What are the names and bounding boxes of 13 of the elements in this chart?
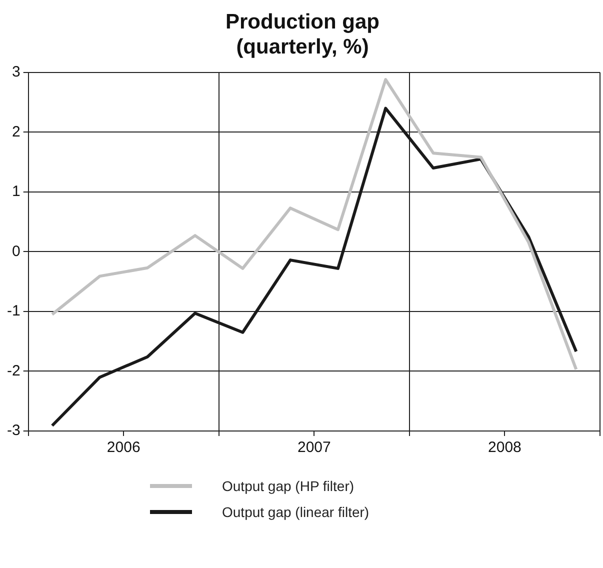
y-tick-label: 1 bbox=[12, 183, 20, 200]
y-tick-label: -3 bbox=[6, 422, 20, 440]
y-tick-label: -1 bbox=[6, 302, 20, 320]
y-tick-label: 3 bbox=[12, 64, 20, 81]
y-tick-label: 2 bbox=[12, 123, 20, 140]
y-tick-label: 0 bbox=[12, 242, 20, 260]
x-tick-label: 2008 bbox=[488, 439, 522, 456]
legend-label: Output gap (HP filter) bbox=[222, 478, 354, 494]
chart-title: Production gap (quarterly, %) bbox=[226, 10, 380, 59]
legend-label: Output gap (linear filter) bbox=[222, 504, 370, 520]
x-tick-label: 2007 bbox=[297, 439, 331, 456]
x-tick-label: 2006 bbox=[106, 439, 140, 456]
y-tick-label: -2 bbox=[6, 362, 20, 380]
